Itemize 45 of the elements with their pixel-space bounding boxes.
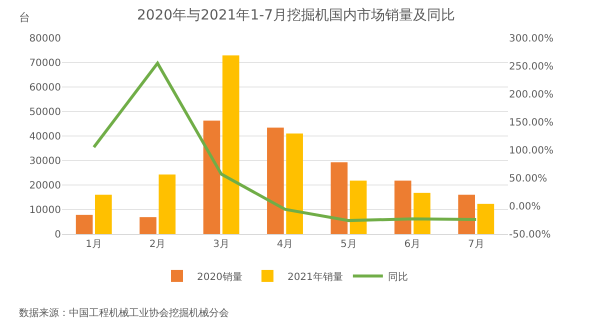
legend-label: 2020销量 — [197, 272, 242, 283]
y-tick-label: 80000 — [29, 34, 61, 44]
y2-tick-label: 150.00% — [509, 118, 554, 128]
legend-label: 2021年销量 — [287, 270, 343, 283]
y2-tick-label: 300.00% — [509, 34, 554, 44]
bar — [222, 55, 240, 234]
y2-tick-label: 50.00% — [509, 174, 548, 184]
chart-title: 2020年与2021年1-7月挖掘机国内市场销量及同比 — [136, 7, 456, 24]
bar — [158, 174, 176, 234]
bar — [203, 120, 220, 234]
y-tick-label: 20000 — [29, 180, 61, 192]
y-tick-label: 70000 — [29, 58, 61, 69]
x-tick-label: 7月 — [468, 239, 484, 250]
bar — [95, 194, 112, 234]
x-tick-label: 2月 — [149, 239, 166, 250]
x-tick-label: 5月 — [340, 239, 357, 250]
bar — [286, 134, 303, 234]
y2-tick-label: -50.00% — [509, 230, 551, 240]
y2-tick-label: 200.00% — [509, 90, 554, 100]
bar — [414, 192, 430, 234]
bar — [140, 217, 156, 234]
y2-tick-label: 250.00% — [509, 62, 554, 72]
bar — [267, 128, 284, 234]
y2-tick-label: 100.00% — [509, 146, 554, 156]
source-note: 数据来源：中国工程机械工业协会挖掘机械分会 — [19, 307, 229, 319]
bar — [477, 204, 494, 234]
x-tick-label: 3月 — [213, 239, 230, 250]
bar — [458, 194, 475, 234]
bar — [330, 162, 348, 234]
bar — [394, 180, 412, 234]
y-tick-label: 0 — [54, 230, 61, 240]
y-tick-label: 60000 — [29, 82, 61, 94]
bar — [76, 214, 93, 234]
y-tick-label: 40000 — [29, 132, 61, 142]
x-tick-label: 4月 — [276, 239, 294, 250]
y-tick-label: 10000 — [29, 205, 61, 216]
y2-tick-label: 0.00% — [509, 202, 541, 212]
y-axis-title: 台 — [19, 11, 30, 24]
legend-label: 同比 — [388, 270, 408, 283]
line-series — [92, 62, 478, 222]
bar — [350, 180, 367, 234]
x-tick-label: 1月 — [86, 239, 102, 250]
x-tick-label: 6月 — [404, 239, 421, 250]
y-tick-label: 30000 — [29, 156, 61, 167]
y-tick-label: 50000 — [29, 107, 61, 118]
